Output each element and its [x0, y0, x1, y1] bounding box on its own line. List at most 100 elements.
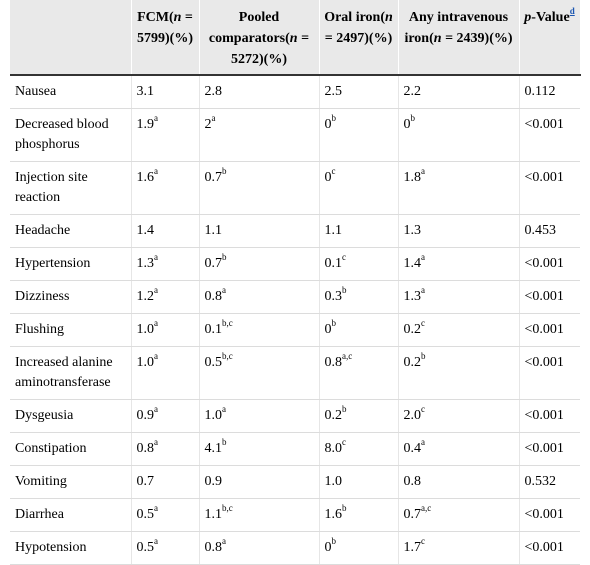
row-label: Nausea [10, 75, 132, 109]
cell-footnote: a [154, 404, 158, 415]
cell-value: <0.001 [524, 355, 564, 370]
data-cell: 1.4 [131, 214, 200, 248]
table-row: Decreased blood phosphorus 1.9a 2a 0b 0b <0.0… [10, 108, 580, 162]
table-row: Hypertension 1.3a 0.7b 0.1c 1.4a <0.001 [10, 247, 580, 281]
cell-footnote: b,c [222, 351, 233, 362]
table-row: Dizziness 1.2a 0.8a 0.3b 1.3a <0.001 [10, 280, 580, 314]
cell-value: 2.8 [204, 84, 223, 99]
page: {"table": { "header": [ [], [{"text": "F… [10, 0, 581, 565]
cell-footnote: b [421, 351, 426, 362]
data-cell: 0.7b [199, 247, 320, 281]
row-label: Hypertension [10, 247, 132, 281]
cell-value: 0.4 [403, 441, 422, 456]
data-cell: 0.4a [398, 432, 520, 466]
header-text: = 2497)(%) [324, 31, 393, 46]
row-label-text: Vomiting [15, 474, 67, 489]
data-cell: 1.8a [398, 161, 520, 215]
cell-footnote: c [421, 536, 425, 547]
data-cell: 0c [319, 161, 399, 215]
cell-value: 1.0 [136, 355, 155, 370]
header-text: = 2439)(%) [441, 31, 513, 46]
data-cell: <0.001 [519, 161, 580, 215]
cell-value: <0.001 [524, 170, 564, 185]
cell-value: 1.2 [136, 289, 155, 304]
cell-footnote: a [154, 285, 158, 296]
row-label: Dizziness [10, 280, 132, 314]
cell-footnote: a [154, 351, 158, 362]
cell-value: <0.001 [524, 540, 564, 555]
cell-footnote: a [211, 113, 216, 124]
header-text: Oral iron( [324, 10, 385, 25]
data-cell: 1.0a [131, 313, 200, 347]
cell-value: 0 [324, 322, 332, 337]
data-cell: 1.7c [398, 531, 520, 565]
data-cell: 1.0a [131, 346, 200, 400]
data-cell: 0.1b,c [199, 313, 320, 347]
row-label-text: Constipation [15, 441, 87, 456]
cell-value: <0.001 [524, 289, 564, 304]
data-cell: 0b [398, 108, 520, 162]
cell-value: <0.001 [524, 256, 564, 271]
row-label: Vomiting [10, 465, 132, 499]
data-cell: 1.0a [199, 399, 320, 433]
data-cell: 1.1 [319, 214, 399, 248]
cell-value: 1.6 [136, 170, 155, 185]
cell-footnote: a [421, 437, 425, 448]
cell-value: 1.0 [324, 474, 343, 489]
data-cell: 3.1 [131, 75, 200, 109]
row-label: Injection site reaction [10, 161, 132, 215]
cell-value: 0.5 [136, 540, 155, 555]
cell-value: 1.6 [324, 507, 343, 522]
data-cell: 1.3a [398, 280, 520, 314]
cell-footnote: b [342, 503, 347, 514]
cell-value: 1.1 [204, 223, 223, 238]
data-cell: 0.9 [199, 465, 320, 499]
cell-footnote: a [154, 166, 158, 177]
cell-value: 1.7 [403, 540, 422, 555]
cell-value: 0.1 [324, 256, 343, 271]
data-cell: 0b [319, 108, 399, 162]
table-row: Increased alanine aminotransferase 1.0a 0.… [10, 346, 580, 400]
cell-value: 0.2 [403, 355, 422, 370]
row-label: Diarrhea [10, 498, 132, 532]
cell-value: 0.2 [403, 322, 422, 337]
cell-footnote: b [222, 166, 227, 177]
header-text-italic: n [173, 10, 182, 25]
cell-value: <0.001 [524, 117, 564, 132]
data-cell: 1.6a [131, 161, 200, 215]
data-cell: 0.112 [519, 75, 580, 109]
cell-footnote: a [421, 166, 425, 177]
cell-value: 0.8 [204, 289, 223, 304]
cell-footnote: a [222, 285, 226, 296]
data-cell: 0.9a [131, 399, 200, 433]
cell-footnote: a [154, 318, 158, 329]
cell-value: 1.4 [403, 256, 422, 271]
data-cell: 0.7 [131, 465, 200, 499]
data-cell: 0.8a [131, 432, 200, 466]
data-cell: 4.1b [199, 432, 320, 466]
data-cell: <0.001 [519, 432, 580, 466]
cell-value: 0.7 [403, 507, 422, 522]
cell-value: 0 [403, 117, 411, 132]
cell-value: 0.8 [403, 474, 422, 489]
data-cell: 0.5a [131, 498, 200, 532]
data-cell: 0.2c [398, 313, 520, 347]
cell-footnote: b,c [222, 318, 233, 329]
cell-value: 2.5 [324, 84, 343, 99]
row-label-text: Hypotension [15, 540, 87, 555]
table-row: Nausea 3.1 2.8 2.5 2.2 0.112 [10, 75, 580, 109]
footnote-link[interactable]: d [569, 6, 575, 17]
table-row: Headache 1.4 1.1 1.1 1.3 0.453 [10, 214, 580, 248]
data-cell: 0.8a [199, 531, 320, 565]
data-cell: <0.001 [519, 280, 580, 314]
cell-footnote: a [154, 536, 158, 547]
cell-value: <0.001 [524, 507, 564, 522]
row-label-text: Flushing [15, 322, 65, 337]
cell-footnote: b [222, 437, 227, 448]
header-text: = 5799)(%) [137, 10, 193, 46]
data-cell: 1.6b [319, 498, 399, 532]
data-cell: 0.5b,c [199, 346, 320, 400]
data-cell: 0.453 [519, 214, 580, 248]
data-cell: 2a [199, 108, 320, 162]
data-cell: 0.8a [199, 280, 320, 314]
